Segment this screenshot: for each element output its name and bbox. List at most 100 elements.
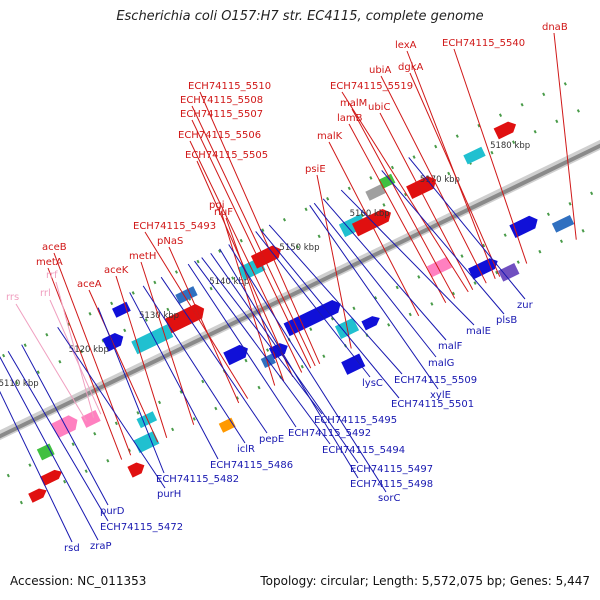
gene-label-purh: purH	[157, 489, 181, 500]
leader-line	[379, 112, 474, 290]
gene-label-ech74115_5498: ECH74115_5498	[350, 479, 433, 490]
gene-block	[498, 262, 520, 282]
leader-line	[313, 202, 437, 358]
leader-line	[142, 285, 246, 444]
gene-label-plsb: plsB	[496, 315, 517, 326]
kbp-tick-label: 5170 kbp	[420, 175, 460, 185]
gene-label-ech74115_5492: ECH74115_5492	[288, 428, 371, 439]
gene-arrow	[223, 344, 248, 366]
gene-label-lexa: lexA	[395, 40, 417, 51]
gene-label-ubic: ubiC	[368, 102, 390, 113]
gene-arrow	[351, 208, 392, 237]
leader-line	[129, 292, 219, 460]
leader-line	[219, 248, 359, 479]
gene-label-malm: malM	[340, 98, 367, 109]
rna-label-rrf: rrf	[46, 270, 58, 281]
leader-line	[21, 344, 109, 506]
leader-line	[160, 276, 268, 434]
gene-feature	[36, 443, 55, 461]
gene-label-dgka: dgkA	[398, 62, 423, 73]
gene-feature	[378, 173, 396, 189]
gene-feature	[351, 208, 392, 237]
gene-feature	[365, 183, 386, 201]
leader-line	[0, 356, 99, 541]
gene-label-ech74115_5519: ECH74115_5519	[330, 81, 413, 92]
gene-block	[175, 286, 198, 304]
gene-feature	[131, 324, 174, 355]
gene-label-male: malE	[466, 326, 491, 337]
gene-arrow	[361, 316, 380, 331]
leader-line	[196, 160, 294, 378]
gene-label-ech74115_5494: ECH74115_5494	[322, 445, 405, 456]
gene-feature	[127, 462, 145, 478]
gene-label-aceb: aceB	[42, 242, 67, 253]
gene-label-dnab: dnaB	[542, 22, 568, 33]
gene-label-psie: psiE	[305, 164, 326, 175]
backbone	[0, 143, 600, 439]
leader-line	[199, 91, 321, 364]
gene-label-rsd: rsd	[64, 543, 80, 554]
gene-feature	[112, 301, 131, 318]
gene-label-sorc: sorC	[378, 493, 400, 504]
leader-line	[380, 75, 487, 284]
leader-line	[255, 231, 371, 378]
leader-line	[328, 141, 420, 317]
gene-label-acea: aceA	[77, 279, 102, 290]
gene-label-malk: malK	[317, 131, 343, 142]
leader-line	[268, 224, 403, 375]
gene-label-malf: malF	[438, 341, 463, 352]
leader-line	[15, 303, 87, 422]
leader-line	[7, 350, 109, 522]
accession-text: Accession: NC_011353	[10, 574, 147, 588]
gene-label-lamb: lamB	[337, 113, 363, 124]
gene-label-ech74115_5472: ECH74115_5472	[100, 522, 183, 533]
gene-feature	[493, 121, 517, 140]
gene-label-rluf: rluF	[214, 207, 233, 218]
leader-line	[201, 257, 323, 415]
gene-feature	[51, 415, 78, 438]
leader-line	[406, 50, 496, 280]
gene-block	[112, 301, 131, 318]
leader-line	[53, 252, 132, 456]
leader-line	[187, 263, 297, 428]
kbp-tick-label: 5180 kbp	[490, 141, 530, 151]
gene-arrow	[268, 343, 288, 360]
kbp-tick-label: 5110 kbp	[0, 379, 39, 389]
leader-line	[340, 189, 475, 326]
gene-block	[36, 443, 55, 461]
gene-label-ech74115_5508: ECH74115_5508	[180, 95, 263, 106]
leader-line	[194, 260, 331, 445]
gene-arrow	[51, 415, 78, 438]
leader-line	[0, 390, 73, 543]
gene-label-zrap: zraP	[90, 541, 112, 552]
gene-label-ech74115_5501: ECH74115_5501	[391, 399, 474, 410]
gene-block	[426, 256, 453, 278]
gene-label-xyle: xylE	[430, 390, 451, 401]
kbp-tick-label: 5140 kbp	[209, 277, 249, 287]
gene-block	[463, 146, 486, 165]
leader-line	[316, 174, 352, 349]
gene-label-ech74115_5486: ECH74115_5486	[210, 460, 293, 471]
gene-label-ech74115_5506: ECH74115_5506	[178, 130, 261, 141]
gene-block	[341, 353, 366, 375]
rna-label-rrs: rrs	[6, 292, 19, 303]
gene-feature	[498, 262, 520, 282]
gene-arrow	[493, 121, 517, 140]
gene-block	[378, 173, 396, 189]
gene-label-purd: purD	[100, 506, 125, 517]
gene-feature	[28, 488, 47, 503]
leader-line	[225, 217, 285, 382]
leader-line	[191, 119, 312, 369]
gene-feature	[81, 410, 101, 428]
gene-feature	[175, 286, 198, 304]
gene-label-ech74115_5482: ECH74115_5482	[156, 474, 239, 485]
leader-line	[168, 246, 240, 404]
gene-block	[133, 430, 160, 454]
leader-line	[348, 123, 447, 304]
leader-line	[409, 72, 501, 277]
leader-line	[259, 228, 400, 399]
leader-line	[55, 281, 95, 418]
gene-block	[81, 410, 101, 428]
